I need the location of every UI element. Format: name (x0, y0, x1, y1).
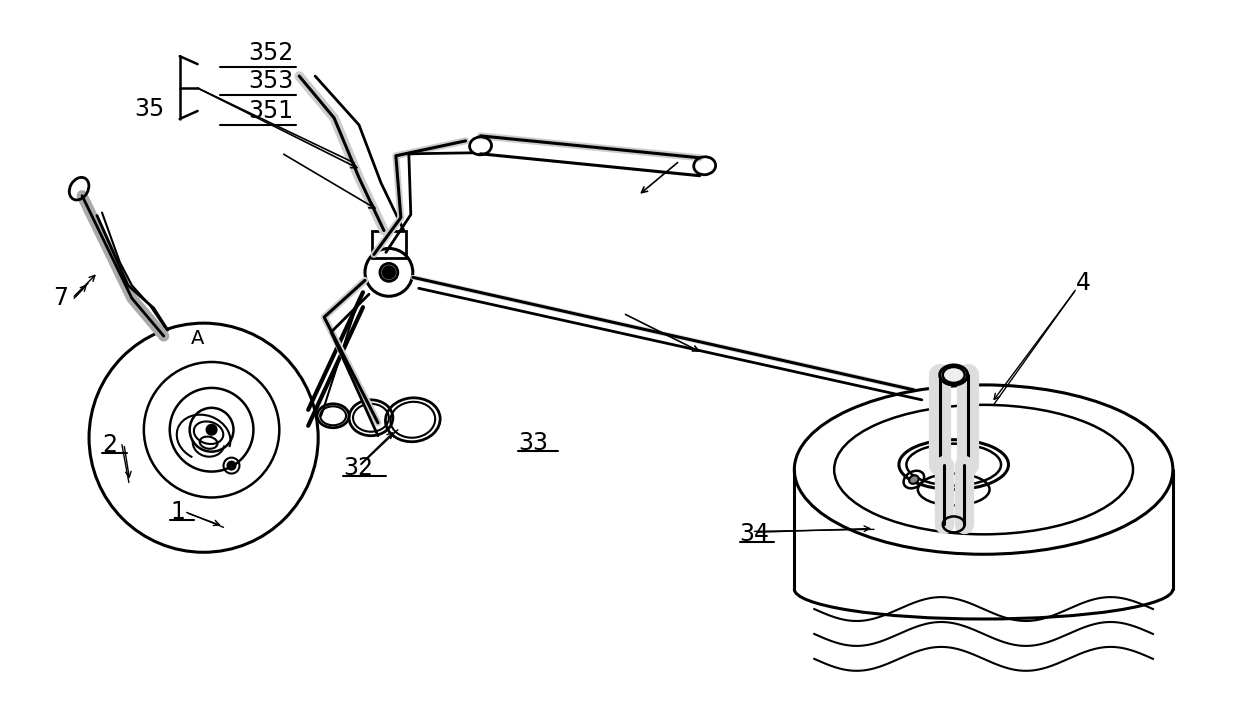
Bar (372, 230, 406, 258)
Text: 7: 7 (52, 286, 68, 311)
Ellipse shape (939, 365, 968, 385)
Text: 353: 353 (249, 69, 294, 93)
Text: 352: 352 (249, 41, 294, 65)
Text: 35: 35 (135, 97, 165, 121)
Text: 4: 4 (1075, 272, 1090, 295)
Text: 33: 33 (518, 431, 549, 455)
Text: 1: 1 (170, 500, 185, 524)
Text: 2: 2 (103, 433, 118, 457)
Ellipse shape (909, 475, 918, 484)
Text: 351: 351 (249, 99, 294, 123)
Circle shape (383, 266, 395, 278)
Circle shape (380, 264, 398, 282)
Circle shape (228, 462, 235, 470)
Text: 32: 32 (343, 455, 373, 479)
Circle shape (207, 425, 217, 434)
Text: A: A (191, 329, 204, 348)
Text: 34: 34 (740, 522, 769, 547)
